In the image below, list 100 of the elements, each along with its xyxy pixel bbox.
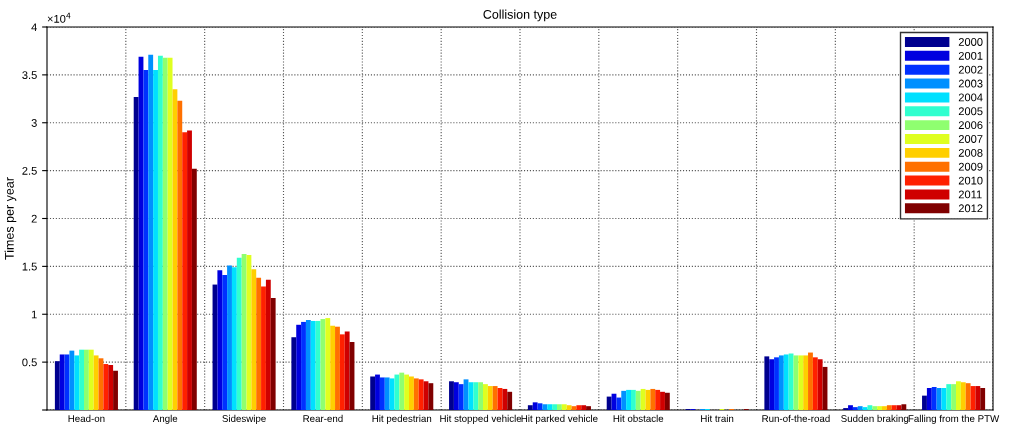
bar: [793, 355, 799, 410]
bar: [187, 130, 192, 410]
bar: [74, 355, 80, 410]
y-tick-label: 2.5: [22, 166, 37, 175]
legend-label: 2010: [958, 176, 983, 185]
x-tick-label: Sideswipe: [222, 414, 266, 424]
bar: [428, 383, 434, 410]
bar: [635, 390, 641, 410]
bar: [956, 381, 961, 410]
bar: [339, 334, 345, 410]
bar: [404, 374, 410, 410]
y-tick-label: 0.5: [22, 358, 37, 367]
bar: [901, 404, 907, 410]
x-tick-label: Hit parked vehicle: [521, 414, 598, 424]
bar: [478, 382, 484, 410]
bar: [630, 389, 636, 410]
bar: [487, 386, 493, 410]
bar: [394, 374, 400, 410]
bar: [344, 331, 350, 410]
bar: [103, 364, 109, 410]
bar: [626, 389, 631, 410]
bar: [926, 387, 932, 410]
y-tick-label: 2: [31, 214, 37, 223]
legend-label: 2001: [958, 51, 983, 60]
x-tick-label: Falling from the PTW: [908, 414, 1000, 424]
bar: [270, 297, 276, 410]
bar: [483, 384, 488, 410]
y-axis-title: Times per year: [4, 177, 17, 260]
bar: [379, 377, 385, 410]
bar: [305, 319, 311, 410]
bar: [527, 405, 533, 410]
bar: [808, 352, 813, 410]
bar: [310, 320, 316, 410]
legend-label: 2012: [958, 204, 983, 213]
bar: [891, 405, 897, 410]
bar: [182, 132, 188, 410]
bar: [975, 386, 981, 410]
y-tick-label: 4: [31, 23, 37, 32]
bar: [301, 321, 306, 410]
bar: [330, 325, 336, 410]
bar: [769, 359, 775, 410]
bar: [867, 405, 873, 410]
bar: [69, 350, 75, 410]
legend-label: 2006: [958, 121, 983, 130]
bar: [413, 378, 419, 410]
bar: [660, 391, 665, 410]
bar: [384, 377, 390, 410]
bar: [59, 354, 65, 410]
bar: [241, 253, 247, 410]
bar: [576, 405, 582, 410]
bar: [458, 384, 464, 410]
y-tick-label: 1: [31, 310, 37, 319]
x-tick-label: Angle: [152, 414, 178, 424]
text: ×10$^{4}$: [47, 12, 71, 23]
bar: [157, 55, 163, 410]
bar: [256, 277, 262, 410]
bar: [931, 387, 937, 410]
bar: [231, 267, 237, 410]
bar: [320, 319, 326, 410]
bar: [922, 395, 927, 410]
bar: [817, 359, 823, 410]
legend-label: 2009: [958, 162, 983, 171]
bar: [473, 382, 479, 410]
bar: [83, 349, 89, 410]
bar: [409, 376, 414, 410]
x-tick-label: Hit stopped vehicle: [440, 414, 522, 424]
bar: [54, 361, 60, 410]
bar: [251, 269, 257, 410]
bar: [606, 396, 612, 410]
bar: [375, 374, 380, 410]
bar: [296, 324, 302, 410]
legend-label: 2007: [958, 135, 983, 143]
bar: [886, 405, 892, 410]
bar: [418, 379, 424, 410]
y-tick-label: 3: [31, 119, 37, 127]
bar: [108, 365, 114, 410]
bar: [616, 397, 622, 410]
bar: [764, 356, 770, 410]
bar: [798, 355, 804, 410]
bar: [177, 100, 183, 410]
bar: [852, 407, 858, 410]
bar: [143, 70, 149, 410]
bar: [468, 382, 474, 410]
legend-label: 2000: [958, 38, 983, 46]
legend-label: 2008: [958, 148, 983, 157]
bar: [857, 406, 863, 410]
bar: [640, 388, 646, 410]
chart-title: Collision type: [483, 9, 557, 22]
bar: [951, 384, 957, 410]
bar: [581, 405, 587, 410]
x-tick-label: Hit pedestrian: [372, 414, 432, 424]
bar: [941, 387, 947, 410]
bar: [946, 384, 952, 410]
bar: [561, 404, 567, 410]
bar: [877, 406, 883, 410]
bar: [162, 57, 168, 410]
bar: [370, 376, 376, 410]
bar: [148, 54, 154, 410]
x-tick-label: Sudden braking: [841, 414, 909, 424]
bar: [848, 405, 853, 410]
